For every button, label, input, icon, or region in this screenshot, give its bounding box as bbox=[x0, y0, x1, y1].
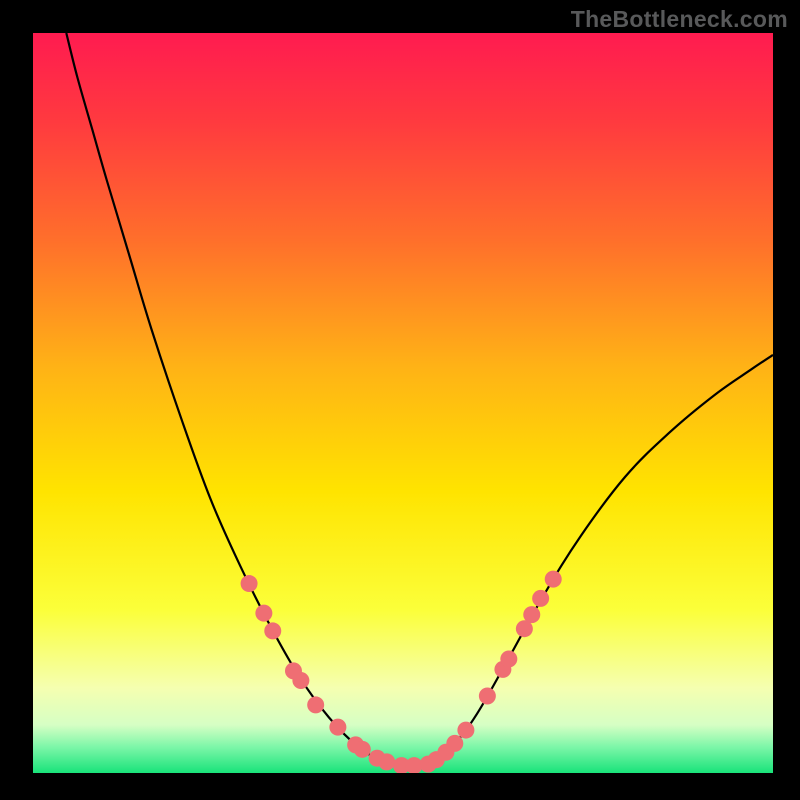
data-marker bbox=[241, 575, 258, 592]
data-marker bbox=[329, 719, 346, 736]
data-marker bbox=[500, 651, 517, 668]
data-marker bbox=[545, 571, 562, 588]
data-marker bbox=[354, 741, 371, 758]
data-marker bbox=[523, 606, 540, 623]
data-marker bbox=[479, 688, 496, 705]
chart-stage: TheBottleneck.com bbox=[0, 0, 800, 800]
data-marker bbox=[264, 622, 281, 639]
data-marker bbox=[307, 696, 324, 713]
watermark-text: TheBottleneck.com bbox=[571, 6, 788, 33]
plot-background bbox=[33, 33, 773, 773]
data-marker bbox=[446, 735, 463, 752]
data-marker bbox=[378, 753, 395, 770]
plot-area bbox=[33, 33, 773, 773]
plot-svg bbox=[33, 33, 773, 773]
data-marker bbox=[457, 722, 474, 739]
data-marker bbox=[532, 590, 549, 607]
data-marker bbox=[292, 672, 309, 689]
data-marker bbox=[255, 605, 272, 622]
